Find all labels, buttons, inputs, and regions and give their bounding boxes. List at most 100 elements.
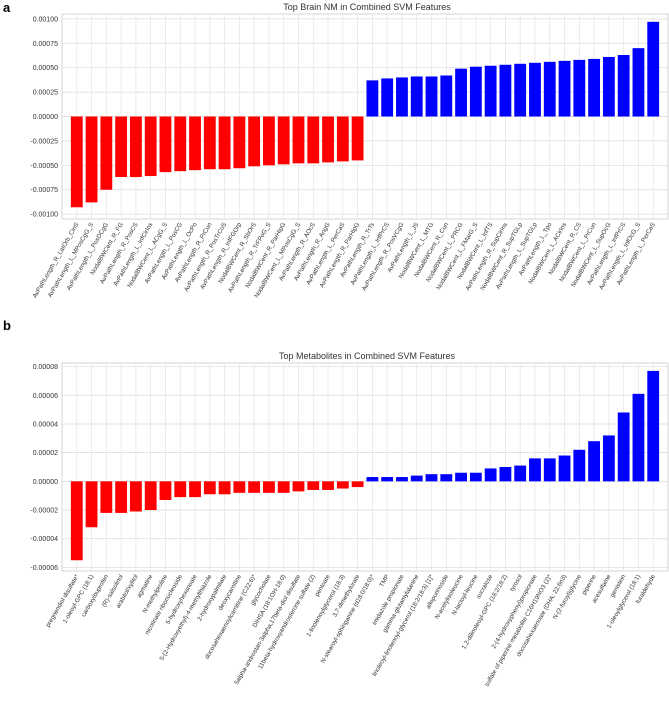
bar — [543, 61, 556, 117]
bar — [514, 63, 527, 117]
bar — [499, 64, 512, 117]
bar — [366, 477, 379, 482]
bar — [484, 468, 497, 482]
bar — [381, 78, 394, 117]
bar — [617, 412, 630, 482]
x-tick-label: TMP — [378, 574, 391, 589]
bar — [455, 472, 467, 482]
bar — [248, 116, 261, 167]
bar — [263, 481, 275, 493]
bar — [189, 481, 201, 498]
y-tick-label: 0.00050 — [33, 65, 58, 72]
chart-title-a: Top Brain NM in Combined SVM Features — [283, 2, 451, 12]
y-tick-label: -0.00002 — [30, 508, 58, 515]
bar — [558, 455, 571, 482]
bar — [144, 481, 157, 511]
bar — [573, 449, 586, 482]
bar — [602, 435, 615, 482]
bar — [174, 481, 187, 498]
y-tick-label: 0.00025 — [33, 90, 58, 97]
bar — [351, 116, 364, 161]
bar — [307, 116, 320, 164]
bar — [543, 458, 556, 482]
bar — [336, 116, 349, 162]
bar — [129, 116, 142, 178]
y-tick-label: 0.00008 — [33, 364, 58, 371]
bar — [410, 76, 423, 117]
bar — [115, 116, 128, 178]
y-tick-label: -0.00075 — [30, 187, 58, 194]
bar — [529, 62, 541, 117]
bar — [218, 116, 231, 170]
panel-label-a: a — [3, 0, 11, 15]
bar — [248, 481, 261, 493]
bar — [277, 481, 290, 493]
y-tick-label: 0.00000 — [33, 114, 58, 121]
y-tick-label: 0.00004 — [33, 421, 58, 428]
x-tick-label: tyrosol — [509, 574, 524, 593]
bar — [469, 66, 482, 117]
bar — [174, 116, 187, 172]
bar — [455, 68, 467, 117]
bar — [336, 481, 349, 489]
bar — [588, 441, 601, 482]
bar — [233, 116, 246, 169]
bar — [263, 116, 275, 166]
bar — [632, 393, 645, 482]
bar — [396, 477, 408, 482]
bar — [100, 481, 113, 513]
bar — [381, 477, 394, 482]
bar — [292, 481, 305, 492]
bar — [617, 55, 630, 117]
y-tick-label: -0.00004 — [30, 536, 58, 543]
bar — [514, 465, 527, 482]
bar — [85, 481, 98, 528]
bar — [351, 481, 364, 488]
y-tick-label: -0.00006 — [30, 565, 58, 572]
chart-title-b: Top Metabolites in Combined SVM Features — [279, 351, 456, 361]
bar — [292, 116, 305, 164]
bar — [632, 48, 645, 117]
y-tick-label: 0.00075 — [33, 41, 58, 48]
bar — [573, 59, 586, 117]
bar — [218, 481, 231, 495]
bar — [129, 481, 142, 512]
y-tick-label: -0.00100 — [30, 212, 58, 219]
bar — [189, 116, 201, 171]
bar — [322, 116, 334, 163]
bar — [529, 458, 541, 482]
x-tick-label: linoleoyl-linolenoyl-glycerol (18:2/18:3… — [371, 573, 435, 678]
bar — [440, 75, 453, 117]
y-tick-label: 0.00006 — [33, 393, 58, 400]
chart-b: -0.00006 -0.00004 -0.00002 0.00000 0.00002 0.… — [30, 362, 669, 688]
bar — [588, 58, 601, 117]
bar — [203, 481, 216, 495]
y-tick-label: -0.00050 — [30, 163, 58, 170]
bar — [159, 116, 172, 173]
y-tick-label: 0.00100 — [33, 16, 58, 23]
bar — [307, 481, 320, 490]
bar — [115, 481, 128, 513]
y-tick-label: 0.00002 — [33, 450, 58, 457]
bar — [70, 481, 83, 561]
bar — [277, 116, 290, 165]
y-tick-label: -0.00025 — [30, 138, 58, 145]
bar — [425, 474, 438, 482]
bar — [499, 467, 512, 482]
bar — [85, 116, 98, 203]
bar — [410, 475, 423, 482]
bar — [647, 370, 660, 482]
bar — [159, 481, 172, 500]
bar — [366, 80, 379, 117]
bar — [484, 65, 497, 117]
panel-label-b: b — [3, 318, 11, 333]
bar — [233, 481, 246, 493]
bar — [602, 56, 615, 117]
bar — [425, 76, 438, 117]
bar — [144, 116, 157, 177]
bar — [100, 116, 113, 190]
bar — [396, 77, 408, 117]
bar — [70, 116, 83, 208]
chart-a: -0.00100 -0.00075 -0.00050 -0.00025 0.00000 0… — [30, 13, 669, 299]
